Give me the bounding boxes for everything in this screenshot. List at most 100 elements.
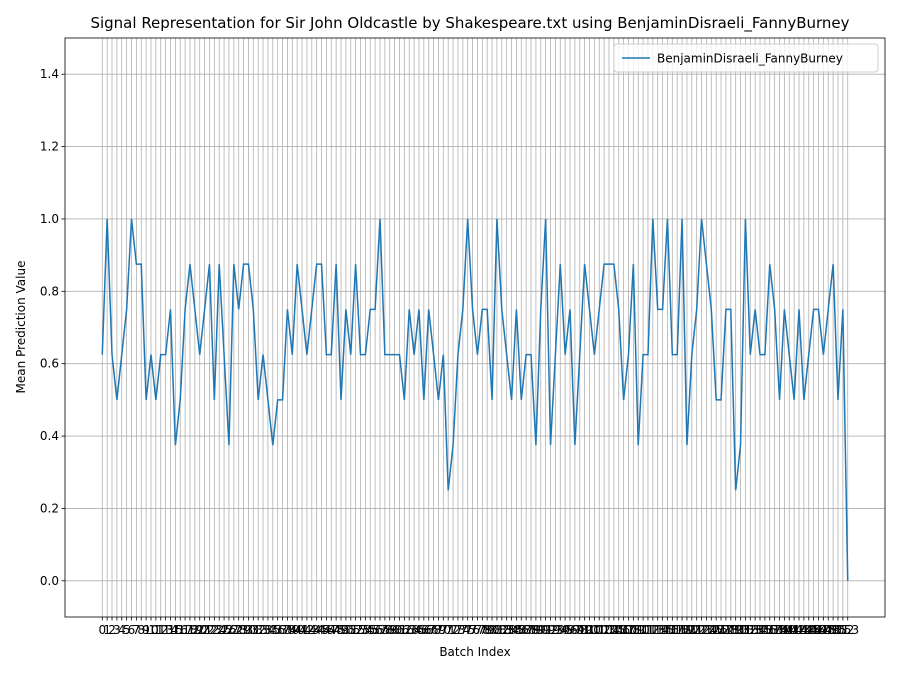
x-tick-label: 64	[406, 623, 421, 637]
y-tick-label: 0.4	[40, 429, 59, 443]
x-tick-label: 4	[118, 623, 126, 637]
x-tick-label: 101	[583, 623, 606, 637]
x-tick-label: 11	[148, 623, 163, 637]
x-tick-label: 36	[270, 623, 285, 637]
x-tick-label: 150	[822, 623, 845, 637]
x-tick-label: 147	[807, 623, 830, 637]
legend-box	[613, 43, 879, 73]
x-tick-label: 69	[431, 623, 446, 637]
x-axis-label: Batch Index	[439, 645, 510, 659]
x-tick-label: 106	[607, 623, 630, 637]
x-tick-label: 46	[319, 623, 334, 637]
x-tick-label: 6	[128, 623, 136, 637]
x-tick-label: 24	[212, 623, 227, 637]
x-tick-label: 21	[197, 623, 212, 637]
x-tick-label: 152	[831, 623, 854, 637]
x-tick-label: 44	[309, 623, 324, 637]
x-tick-label: 119	[671, 623, 694, 637]
x-tick-label: 47	[324, 623, 339, 637]
x-tick-label: 151	[827, 623, 850, 637]
x-tick-label: 58	[377, 623, 392, 637]
x-tick-label: 25	[216, 623, 231, 637]
x-tick-label: 78	[475, 623, 490, 637]
legend: BenjaminDisraeli_FannyBurney	[613, 43, 879, 73]
x-tick-label: 71	[441, 623, 456, 637]
plot-area	[101, 218, 849, 581]
x-tick-label: 140	[773, 623, 796, 637]
x-tick-label: 59	[382, 623, 397, 637]
x-tick-label: 20	[192, 623, 207, 637]
x-tick-label: 66	[416, 623, 431, 637]
x-tick-label: 62	[397, 623, 412, 637]
x-tick-label: 22	[202, 623, 217, 637]
x-tick-label: 39	[285, 623, 300, 637]
x-tick-label: 112	[637, 623, 660, 637]
x-tick-label: 116	[656, 623, 679, 637]
x-tick-label: 122	[685, 623, 708, 637]
x-tick-label: 121	[680, 623, 703, 637]
x-tick-label: 131	[729, 623, 752, 637]
x-tick-label: 108	[617, 623, 640, 637]
x-tick-label: 138	[763, 623, 786, 637]
x-tick-label: 90	[533, 623, 548, 637]
y-tick-label: 0.0	[40, 574, 59, 588]
x-tick-label: 84	[504, 623, 519, 637]
x-tick-label: 98	[572, 623, 587, 637]
x-tick-label: 56	[367, 623, 382, 637]
x-tick-label: 91	[538, 623, 553, 637]
x-tick-label: 126	[705, 623, 728, 637]
x-tick-label: 80	[484, 623, 499, 637]
x-tick-label: 28	[231, 623, 246, 637]
x-tick-label: 117	[661, 623, 684, 637]
x-tick-label: 33	[255, 623, 270, 637]
x-tick-label: 12	[153, 623, 168, 637]
x-tick-label: 102	[588, 623, 611, 637]
x-tick-label: 5	[123, 623, 131, 637]
x-tick-label: 32	[251, 623, 266, 637]
x-tick-label: 8	[137, 623, 145, 637]
x-tick-label: 15	[168, 623, 183, 637]
x-tick-label: 141	[778, 623, 801, 637]
x-tick-label: 34	[260, 623, 275, 637]
x-tick-label: 93	[548, 623, 563, 637]
x-tick-label: 41	[294, 623, 309, 637]
x-tick-label: 95	[557, 623, 572, 637]
x-tick-label: 23	[207, 623, 222, 637]
x-tick-label: 110	[627, 623, 650, 637]
x-tick-label: 153	[836, 623, 859, 637]
y-tick-label: 1.4	[40, 67, 59, 81]
x-tick-label: 38	[280, 623, 295, 637]
x-tick-label: 53	[353, 623, 368, 637]
x-tick-label: 124	[695, 623, 718, 637]
x-tick-label: 35	[265, 623, 280, 637]
y-tick-label: 1.2	[40, 140, 59, 154]
x-tick-label: 114	[646, 623, 669, 637]
x-tick-label: 26	[221, 623, 236, 637]
x-tick-label: 113	[641, 623, 664, 637]
x-tick-label: 3	[113, 623, 121, 637]
axes-frame	[64, 37, 886, 618]
y-axis-label: Mean Prediction Value	[14, 261, 28, 394]
x-tick-label: 99	[577, 623, 592, 637]
x-tick-label: 18	[182, 623, 197, 637]
x-tick-label: 7	[133, 623, 141, 637]
x-tick-label: 14	[163, 623, 178, 637]
x-tick-label: 52	[348, 623, 363, 637]
x-tick-label: 65	[411, 623, 426, 637]
x-tick-label: 97	[567, 623, 582, 637]
x-tick-label: 128	[714, 623, 737, 637]
x-tick-label: 61	[392, 623, 407, 637]
x-tick-label: 129	[719, 623, 742, 637]
x-tick-label: 49	[333, 623, 348, 637]
x-tick-label: 96	[562, 623, 577, 637]
x-tick-label: 57	[372, 623, 387, 637]
x-tick-label: 149	[817, 623, 840, 637]
x-tick-label: 123	[690, 623, 713, 637]
x-tick-label: 134	[744, 623, 767, 637]
x-tick-label: 104	[598, 623, 621, 637]
x-tick-label: 103	[593, 623, 616, 637]
x-tick-label: 135	[749, 623, 772, 637]
x-tick-label: 74	[455, 623, 470, 637]
chart-title: Signal Representation for Sir John Oldca…	[90, 14, 849, 33]
x-tick-label: 9	[142, 623, 150, 637]
